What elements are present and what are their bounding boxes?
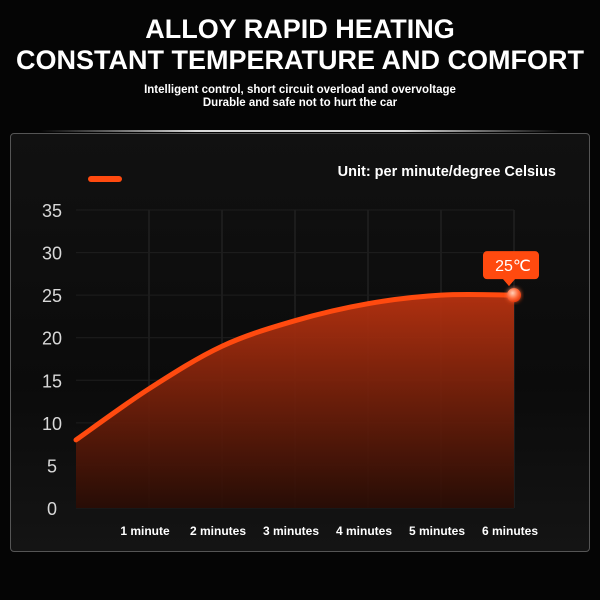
y-axis-ticks: 0 5 10 15 20 25 30 35 bbox=[42, 201, 62, 519]
headline-line-2: CONSTANT TEMPERATURE AND COMFORT bbox=[16, 45, 584, 75]
callout-value-label: 25℃ bbox=[495, 258, 531, 275]
area-fill bbox=[76, 294, 514, 508]
y-tick-label: 30 bbox=[42, 244, 62, 264]
x-tick-label: 2 minutes bbox=[190, 524, 246, 538]
y-tick-label: 25 bbox=[42, 286, 62, 306]
y-tick-label: 0 bbox=[47, 499, 57, 519]
subtitle-line-2: Durable and safe not to hurt the car bbox=[202, 97, 398, 109]
y-tick-label: 5 bbox=[47, 456, 57, 476]
x-tick-label: 6 minutes bbox=[482, 524, 538, 538]
callout-bubble bbox=[483, 251, 539, 287]
subtitle-line-1: Intelligent control, short circuit overl… bbox=[144, 84, 456, 96]
y-tick-label: 10 bbox=[42, 414, 62, 434]
x-tick-label: 4 minutes bbox=[336, 524, 392, 538]
unit-label: Unit: per minute/degree Celsius bbox=[337, 164, 556, 180]
x-tick-label: 5 minutes bbox=[409, 524, 465, 538]
series-line bbox=[73, 292, 517, 443]
divider-glow bbox=[40, 130, 560, 132]
y-tick-label: 15 bbox=[42, 371, 62, 391]
y-tick-label: 20 bbox=[42, 329, 62, 349]
end-point-dot bbox=[507, 288, 521, 303]
end-marker: 25℃ bbox=[483, 251, 539, 303]
x-tick-label: 3 minutes bbox=[263, 524, 319, 538]
headline-line-1: ALLOY RAPID HEATING bbox=[145, 14, 455, 44]
x-axis-ticks: 1 minute 2 minutes 3 minutes 4 minutes 5 min… bbox=[120, 524, 538, 538]
legend-swatch bbox=[88, 176, 122, 182]
y-tick-label: 35 bbox=[42, 201, 62, 221]
x-tick-label: 1 minute bbox=[120, 524, 170, 538]
